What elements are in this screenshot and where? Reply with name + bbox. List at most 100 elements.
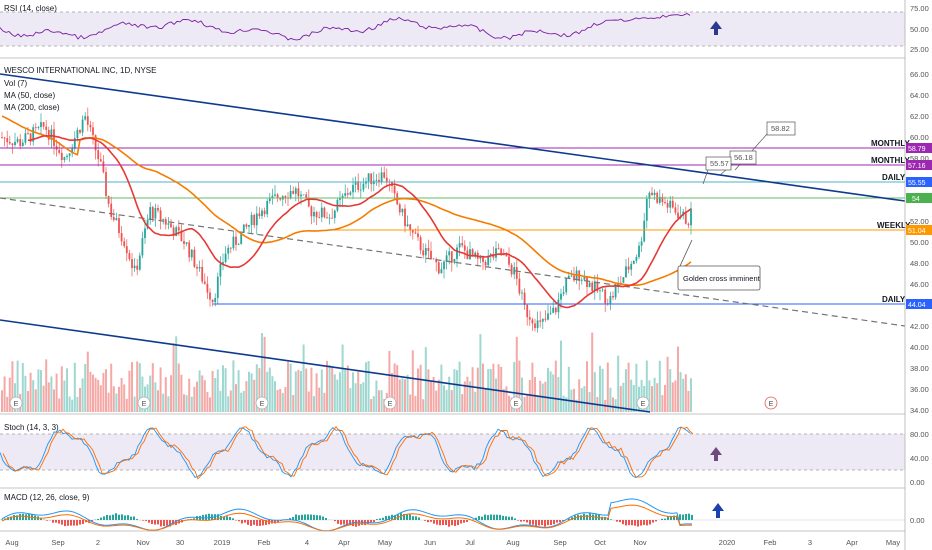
volume-bar: [222, 365, 224, 412]
volume-bar: [203, 380, 206, 412]
candle-body: [339, 198, 341, 200]
volume-bar: [437, 379, 440, 412]
volume-bar: [549, 371, 552, 412]
macd-bar: [349, 520, 351, 526]
candle-body: [73, 138, 76, 149]
candle-body: [42, 122, 45, 127]
ma200-line: [1, 115, 692, 287]
earnings-marker[interactable]: E: [137, 396, 151, 410]
volume-bar: [648, 380, 651, 412]
volume-bar: [393, 363, 396, 412]
volume-bar: [34, 389, 37, 412]
volume-bar: [68, 396, 71, 412]
volume-bar: [523, 396, 526, 412]
price-tick: 58.00: [910, 154, 929, 163]
macd-bar: [358, 520, 360, 526]
candle-body: [201, 266, 204, 282]
volume-bar: [133, 396, 136, 412]
candle-body: [677, 212, 679, 219]
volume-bar: [531, 362, 534, 412]
rsi-tick-50: 50.00: [910, 25, 929, 34]
candle-body: [266, 201, 269, 215]
candle-body: [385, 177, 388, 182]
price-tag-55-55: 55.55: [906, 177, 932, 187]
volume-bar: [167, 396, 170, 412]
candle-body: [125, 246, 128, 254]
macd-bar: [688, 513, 690, 520]
x-tick: 2020: [719, 538, 736, 547]
earnings-marker[interactable]: E: [383, 396, 397, 410]
candle-body: [292, 191, 295, 194]
candle-body: [349, 192, 352, 195]
macd-bar: [667, 516, 669, 520]
volume-bar: [614, 399, 617, 412]
volume-bar: [495, 378, 497, 412]
macd-bar: [40, 517, 42, 520]
candle-body: [175, 227, 178, 237]
stoch-label: Stoch (14, 3, 3): [4, 423, 59, 432]
candle-body: [378, 179, 380, 183]
macd-bar: [340, 520, 342, 525]
volume-bar: [151, 363, 154, 412]
stoch-tick-40: 40.00: [910, 454, 929, 463]
macd-bar: [451, 520, 453, 526]
x-tick: 2019: [214, 538, 231, 547]
macd-bar: [160, 520, 162, 527]
macd-bar: [70, 520, 72, 526]
volume-bar: [562, 395, 565, 412]
candle-body: [380, 172, 383, 183]
macd-bar: [22, 513, 24, 520]
macd-bar: [412, 516, 414, 520]
volume-bar: [476, 367, 479, 412]
volume-bar: [409, 394, 412, 412]
earnings-marker[interactable]: E: [636, 396, 650, 410]
volume-bar: [463, 381, 466, 412]
candle-body: [177, 227, 180, 231]
volume-bar: [263, 336, 266, 412]
volume-bar: [11, 361, 14, 412]
earnings-marker[interactable]: E: [9, 396, 23, 410]
macd-bar: [646, 520, 648, 526]
svg-text:55.57: 55.57: [710, 159, 729, 168]
volume-bar: [37, 369, 40, 412]
candle-body: [573, 275, 575, 281]
macd-bar: [130, 516, 132, 520]
candle-body: [224, 253, 227, 263]
candle-body: [198, 266, 201, 269]
macd-bar: [52, 520, 54, 523]
candle-body: [157, 208, 159, 211]
macd-bar: [145, 520, 147, 521]
volume-bar: [684, 374, 687, 412]
candle-body: [144, 228, 146, 239]
macd-bar: [403, 513, 405, 520]
candle-body: [404, 208, 406, 227]
macd-bar: [133, 516, 135, 520]
candle-body: [601, 289, 604, 291]
macd-bar: [607, 517, 609, 520]
macd-bar: [457, 520, 459, 526]
volume-bar: [21, 362, 24, 412]
macd-bar: [556, 520, 558, 523]
candle-body: [159, 210, 162, 221]
volume-bar: [354, 383, 357, 412]
earnings-marker[interactable]: E: [509, 396, 523, 410]
svg-text:E: E: [259, 399, 264, 408]
candle-body: [146, 219, 149, 229]
volume-bar: [258, 368, 261, 412]
callout-58-82: 58.82: [734, 121, 796, 171]
earnings-marker[interactable]: E: [764, 396, 778, 410]
macd-bar: [424, 520, 426, 521]
volume-bar: [131, 362, 133, 412]
candle-body: [375, 179, 378, 181]
candle-body: [424, 247, 427, 256]
macd-bar: [511, 516, 513, 520]
volume-bar: [414, 395, 417, 412]
x-tick: Aug: [506, 538, 519, 547]
earnings-marker[interactable]: E: [255, 396, 269, 410]
rsi-tick-25: 25.00: [910, 45, 929, 54]
volume-bar: [461, 394, 464, 412]
volume-bar: [417, 368, 419, 412]
macd-bar: [538, 520, 540, 526]
candle-body: [276, 194, 279, 199]
candle-body: [487, 255, 490, 266]
